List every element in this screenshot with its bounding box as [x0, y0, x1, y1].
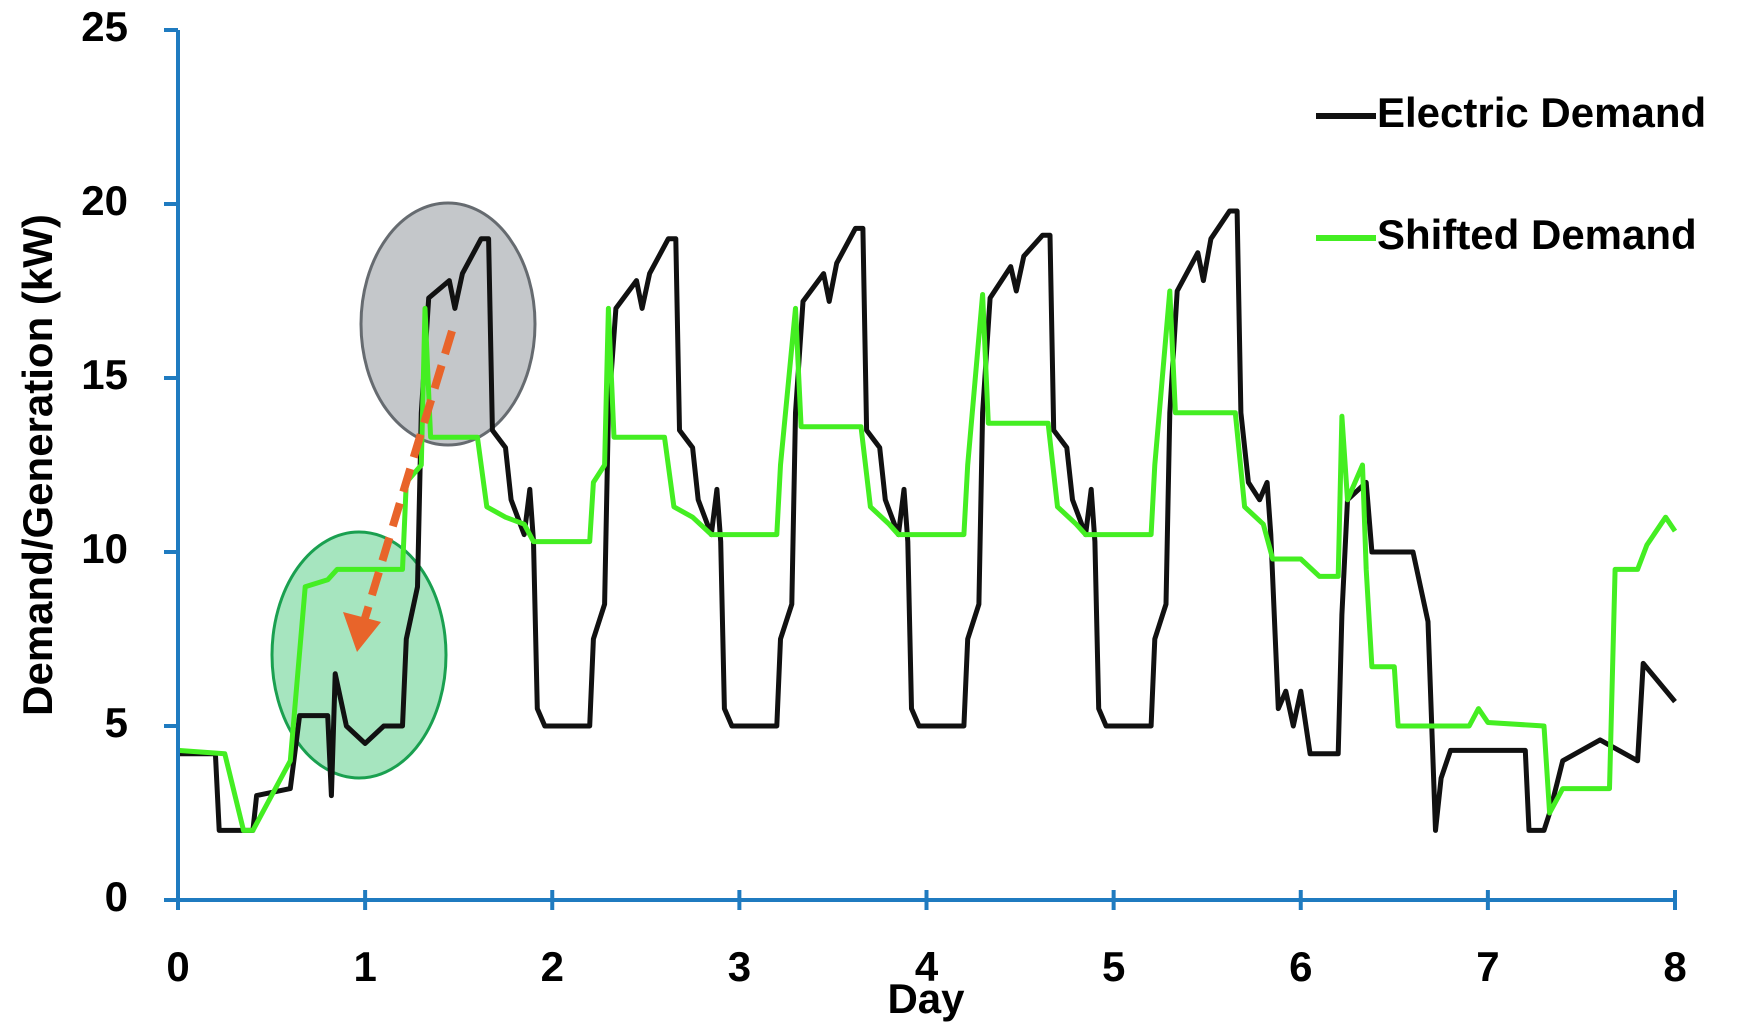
arrow-head — [343, 612, 381, 652]
highlight-peak — [359, 201, 537, 447]
shift-arrow — [343, 329, 456, 652]
x-tick-label: 0 — [166, 943, 189, 990]
series-line — [178, 208, 1677, 833]
x-tick-label: 4 — [915, 943, 939, 990]
x-tick-label: 1 — [353, 943, 376, 990]
x-tick-label: 7 — [1476, 943, 1499, 990]
x-tick-label: 8 — [1663, 943, 1686, 990]
x-tick-label: 2 — [541, 943, 564, 990]
x-tick-label: 3 — [728, 943, 751, 990]
y-tick-label: 5 — [105, 699, 128, 746]
x-tick-label: 5 — [1102, 943, 1125, 990]
x-tick-label: 6 — [1289, 943, 1312, 990]
x-axis-title: Day — [887, 975, 965, 1022]
y-axis-title: Demand/Generation (kW) — [14, 214, 61, 716]
plot-area — [177, 208, 1678, 833]
legend-label: Shifted Demand — [1377, 211, 1697, 258]
y-tick-label: 20 — [81, 177, 128, 224]
series-line — [177, 288, 1678, 833]
legend-label: Electric Demand — [1377, 89, 1706, 136]
y-tick-label: 15 — [81, 351, 128, 398]
y-tick-label: 0 — [105, 873, 128, 920]
y-tick-label: 10 — [81, 525, 128, 572]
y-tick-label: 25 — [81, 3, 128, 50]
arrow-line — [358, 329, 456, 630]
